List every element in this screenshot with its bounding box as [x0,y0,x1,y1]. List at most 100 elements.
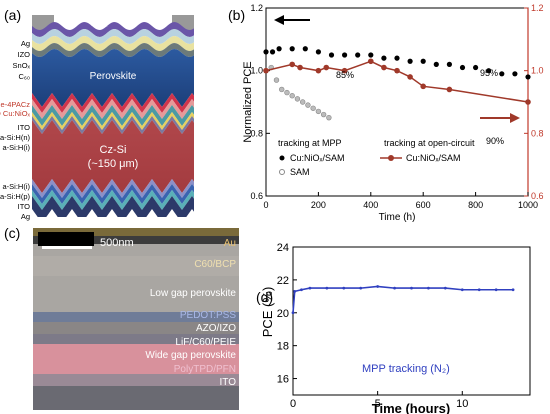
sem-layer-lif: LiF/C60/PEIE [175,337,236,348]
plot-d-point-mpp [293,290,297,293]
plot-b-point-cunio-mpp [486,68,492,74]
plot-b-point-cunio-mpp [368,52,374,58]
mgf2-layer [32,22,194,37]
label-mgf2: MgF₂ [91,21,108,28]
label-asi-i: a-Si:H(i) [3,143,31,152]
sem-layer-ito: ITO [220,377,237,388]
plot-b-point-cunio-mpp [269,49,276,55]
plot-d-point-mpp [427,286,430,290]
label-asi-i-bottom: a-Si:H(i) [3,182,31,191]
annotation-95: 95% [480,68,498,78]
label-asi-p: a-Si:H(p) [0,192,30,201]
plot-b-ticks: 0 200 400 600 800 10000.60.81.01.20.60.81.01.… [250,3,543,223]
ito-bottom-layer [32,190,194,210]
label-me4pacz: Me-4PACz [0,100,30,109]
label-perovskite: Perovskite [90,71,137,82]
label-ito-mid: ITO [18,123,31,132]
panel-a-label: (a) [4,7,21,23]
legend-cunio-mpp: Cu:NiOₓ/SAM [290,153,344,163]
plot-d-marks [291,285,515,315]
plot-b-legend: tracking at MPP tracking at open-circuit… [278,138,475,177]
sem-layer-au: Au [224,238,236,249]
plot-d-point-mpp [511,288,515,292]
label-snox: SnOₓ [13,61,31,70]
plot-d-ytick-label: 24 [277,242,289,254]
panel-b-label: (b) [228,7,245,23]
plot-b-y2tick-label: 0.8 [531,128,544,138]
plot-b-ytick-label: 1.2 [250,3,263,13]
plot-b-point-sam [315,108,322,115]
panel-c-label: (c) [4,225,20,241]
plot-b-point-sam [299,99,306,105]
plot-b-point-cunio-mpp [407,58,413,64]
legend-cunio-oc: Cu:NiOₓ/SAM [406,153,460,163]
plot-b-point-cunio-mpp [433,61,439,67]
plot-b-xlabel: Time (h) [379,212,416,223]
plot-b-point-cunio-mpp [381,55,387,61]
plot-b-point-cunio-oc [341,67,348,74]
label-nio: LD Cu:NiOₓ [0,109,31,118]
plot-b-point-cunio-mpp [315,49,321,55]
plot-b-point-cunio-oc [407,74,413,80]
label-c60: C₆₀ [18,72,30,81]
plot-d-xtick-label: 10 [456,398,468,410]
plot-d-point-mpp [376,285,380,288]
plot-b-point-sam [310,105,316,111]
plot-b-point-cunio-mpp [276,46,282,52]
panel-d-label: (d) [256,289,273,305]
izo-layer [32,29,194,44]
asi-i-bottom-layer [32,179,194,198]
plot-d-point-mpp [300,288,303,292]
plot-b-xtick-label: 800 [468,200,483,210]
plot-b-point-sam [273,77,280,83]
plot-b-marks [263,46,531,121]
sem-layer-wide-gap: Wide gap perovskite [145,350,236,361]
sem-image [33,228,239,410]
plot-b-ylabel: Normalized PCE [242,61,254,142]
plot-d-point-mpp [460,288,464,292]
plot-d-ytick-label: 18 [277,341,289,353]
plot-b-point-cunio-mpp [446,61,452,67]
legend-mpp-title: tracking at MPP [278,138,342,148]
cz-si-layer [32,120,194,193]
plot-b-ytick-label: 0.8 [250,128,263,138]
label-cz-si-thickness: (~150 μm) [88,158,139,170]
asi-p-layer [32,184,194,204]
panel-c: (c) 500nm Au C60/BCP Low gap perovskite … [4,225,239,410]
label-asi-n: a-Si:H(n) [0,133,30,142]
plot-d-ylabel: PCE (%) [260,287,275,338]
plot-b-point-cunio-oc [315,67,322,74]
plot-b-point-sam [294,96,301,102]
sem-layer-polytpd: PolyTPD/PFN [174,364,236,375]
plot-b-ytick-label: 0.6 [250,191,263,201]
plot-b-point-sam [305,102,311,108]
plot-b-point-cunio-mpp [420,58,426,64]
plot-b-point-cunio-mpp [499,71,505,77]
legend-marker-sam [279,169,285,175]
sem-layer-low-gap: Low gap perovskite [150,288,237,299]
device-stack [32,15,194,217]
perovskite-layer [32,49,194,107]
plot-b-y2tick-label: 0.6 [531,191,544,201]
plot-b-point-cunio-oc [368,58,374,65]
asi-i-layer [32,116,194,134]
plot-b-point-cunio-mpp [342,52,348,58]
plot-b-point-cunio-oc [289,61,296,68]
plot-b-point-sam [320,111,327,118]
plot-b-point-cunio-oc [263,67,269,74]
legend-marker-oc [388,155,394,161]
plot-b-xtick-label: 0 [263,200,268,210]
plot-d-point-mpp [308,286,312,290]
plot-b-arrow-left [274,15,310,25]
plot-b-point-sam [326,114,332,121]
plot-b-point-cunio-oc [297,64,303,71]
plot-b-point-cunio-mpp [355,52,361,58]
plot-b-point-cunio-mpp [512,71,518,77]
plot-b-xtick-label: 400 [363,200,378,210]
plot-d-xtick-label: 5 [375,398,381,410]
plot-d-frame [292,246,531,396]
legend-marker-cunio [279,155,285,161]
plot-b-ytick-label: 1.0 [250,66,263,76]
